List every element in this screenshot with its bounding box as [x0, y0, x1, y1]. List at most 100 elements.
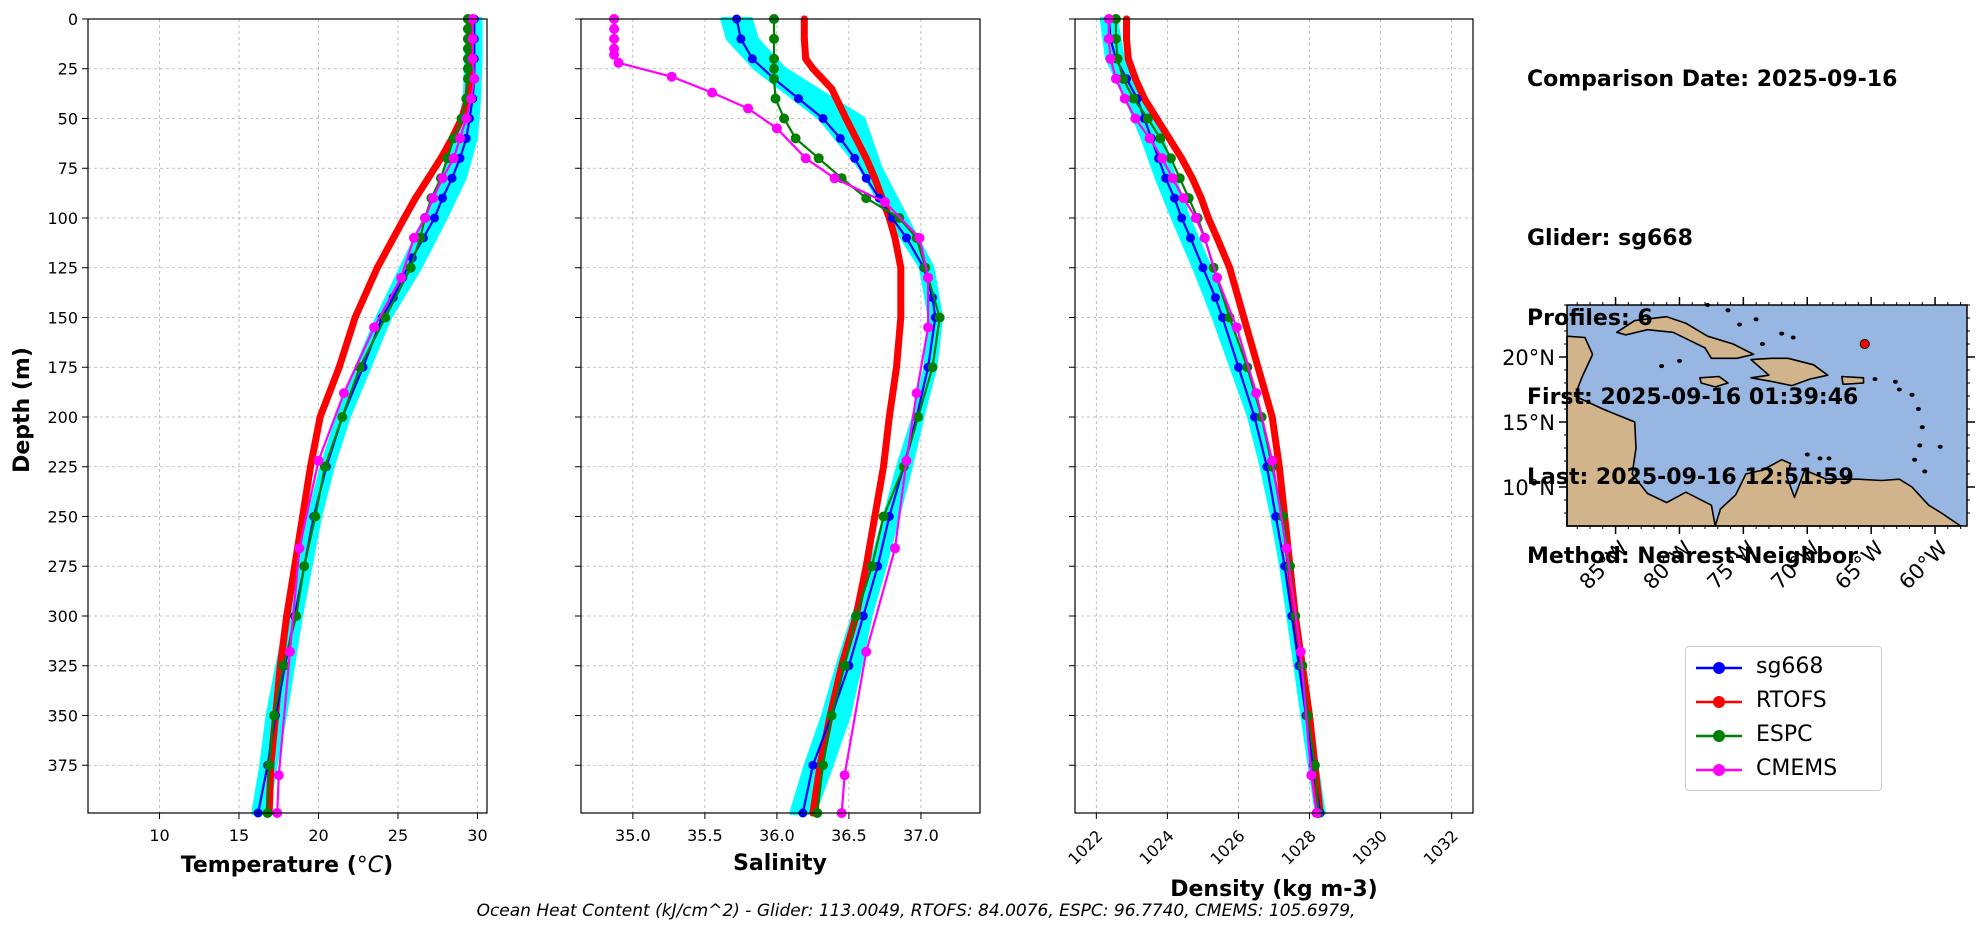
rtofs-point: [842, 115, 850, 122]
rtofs-profile-line: [265, 15, 473, 817]
small-island: [1753, 317, 1759, 322]
cmems-point: [437, 173, 448, 184]
y-tick-label: 150: [47, 308, 78, 327]
cuba-land: [1616, 315, 1755, 360]
glider-point: [794, 94, 803, 104]
cmems-point: [1267, 455, 1278, 466]
glider-point: [736, 34, 746, 44]
rtofs-point: [885, 413, 893, 421]
rtofs-point: [897, 314, 905, 321]
cmems-point: [396, 272, 407, 283]
rtofs-point: [809, 65, 817, 73]
cmems-point: [1190, 213, 1201, 223]
rtofs-point: [897, 264, 905, 272]
rtofs-point: [1140, 95, 1148, 103]
glider-point: [850, 153, 860, 163]
glider-point: [902, 233, 911, 243]
rtofs-point: [1226, 264, 1234, 272]
cmems-point: [338, 388, 349, 399]
axes-frame: [1074, 18, 1474, 814]
espc-point: [380, 312, 391, 323]
rtofs-point: [351, 314, 359, 321]
espc-point: [405, 262, 416, 273]
glider-point: [1250, 412, 1259, 422]
y-tick-label: 75: [58, 159, 78, 178]
cmems-point: [911, 388, 922, 399]
first-profile-time: First: 2025-09-16 01:39:46: [1527, 385, 1859, 410]
y-tick-label: 325: [47, 657, 78, 676]
glider-point: [808, 760, 818, 770]
cmems-point: [707, 87, 718, 98]
glider-point: [818, 114, 828, 123]
glider-point: [858, 611, 868, 621]
last-profile-time: Last: 2025-09-16 12:51:59: [1527, 464, 1854, 490]
glider-point: [1186, 233, 1195, 243]
ocean-heat-content-footer: Ocean Heat Content (kJ/cm^2) - Glider: 1…: [476, 901, 1356, 921]
espc-point: [264, 760, 275, 771]
rtofs-point: [400, 214, 408, 222]
cmems-point: [1281, 543, 1292, 554]
espc-point: [319, 461, 330, 472]
y-tick-label: 350: [47, 706, 78, 725]
espc-point: [1128, 93, 1139, 104]
cmems-point: [466, 93, 477, 104]
espc-point: [878, 511, 889, 522]
y-tick-label: 250: [47, 507, 78, 526]
y-tick-label: 200: [47, 408, 78, 427]
x-tick-label: 1030: [1349, 826, 1391, 868]
x-tick-label: 37.0: [903, 826, 939, 845]
rtofs-point: [1268, 413, 1276, 421]
glider-profile-spread: [251, 17, 483, 815]
x-tick-label: 15: [229, 826, 249, 845]
cmems-point: [1144, 133, 1155, 144]
cmems-point: [408, 232, 419, 243]
y-tick-label: 225: [47, 458, 78, 477]
glider-profile-spread: [1099, 17, 1326, 815]
cmems-point: [467, 53, 478, 64]
espc-point: [1165, 153, 1176, 164]
cmems-point: [420, 213, 430, 223]
cmems-point: [771, 123, 782, 134]
temperature-axis-label: Temperature (°C): [181, 853, 393, 878]
small-island: [1817, 456, 1823, 461]
rtofs-point: [1178, 154, 1186, 162]
depth-axis-label: Depth (m): [10, 347, 35, 473]
rtofs-point: [1153, 115, 1161, 122]
rtofs-point: [335, 363, 343, 371]
x-tick-label: 36.0: [759, 826, 795, 845]
comparison-date: Comparison Date: 2025-09-16: [1527, 67, 1898, 92]
rtofs-point: [283, 612, 291, 620]
espc-point: [934, 312, 945, 323]
cmems-point: [800, 153, 811, 164]
rtofs-point: [412, 194, 419, 202]
rtofs-point: [1254, 363, 1262, 371]
cmems-point: [461, 113, 472, 124]
cmems-point: [294, 543, 305, 554]
density-panel: 1022 1024 1026 1028 1030 1032: [1064, 14, 1474, 869]
cmems-point: [1110, 73, 1121, 84]
cmems-point: [369, 322, 380, 333]
cmems-point: [448, 153, 459, 164]
cmems-point: [1157, 153, 1168, 164]
cmems-point: [923, 322, 934, 333]
cmems-point: [890, 543, 900, 554]
density-axis-label: Density (kg m-3): [1170, 877, 1378, 902]
espc-point: [1112, 53, 1123, 64]
cmems-point: [1251, 388, 1262, 399]
cmems-point: [1130, 113, 1141, 124]
legend-swatch-sg668: [1696, 662, 1742, 674]
rtofs-point: [1188, 174, 1196, 182]
cmems-point: [914, 232, 925, 243]
espc-point: [1110, 33, 1121, 44]
espc-point: [1174, 173, 1185, 184]
y-tick-label: 300: [47, 607, 78, 626]
glider-point: [861, 173, 871, 183]
glider-point: [1198, 263, 1208, 273]
espc-point: [462, 63, 473, 74]
rtofs-point: [299, 513, 307, 520]
legend-item-cmems: CMEMS: [1686, 753, 1881, 787]
cmems-point: [273, 770, 284, 781]
rtofs-point: [316, 413, 324, 421]
x-tick-label: 36.5: [831, 826, 867, 845]
glider-point: [1161, 173, 1171, 183]
